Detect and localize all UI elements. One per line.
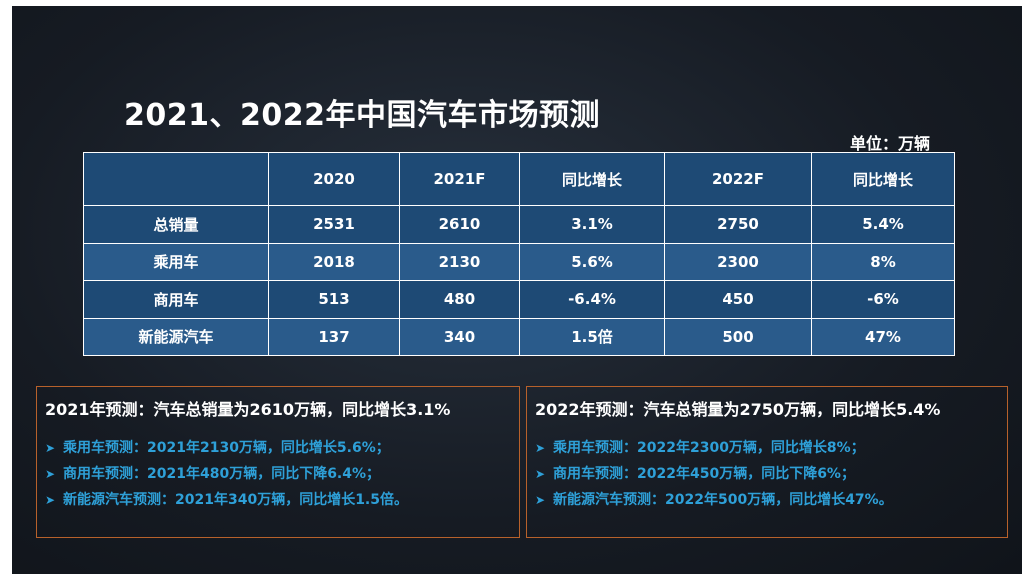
table-row: 新能源汽车 137 340 1.5倍 500 47%	[83, 317, 955, 356]
unit-label: 单位：万辆	[850, 134, 931, 153]
arrow-bullet-icon: ➤	[45, 441, 56, 455]
table-row: 乘用车 2018 2130 5.6% 2300 8%	[83, 242, 955, 281]
table-cell: 2300	[664, 242, 812, 281]
list-item: ➤ 乘用车预测：2022年2300万辆，同比增长8%；	[535, 435, 893, 461]
table-cell: 2750	[664, 205, 812, 244]
table-cell: -6.4%	[519, 280, 665, 319]
slide: 2021、2022年中国汽车市场预测 单位：万辆 2020 2021F 同比增长…	[12, 6, 1022, 574]
forecast-2021-list: ➤ 乘用车预测：2021年2130万辆，同比增长5.6%； ➤ 商用车预测：2021…	[45, 435, 408, 513]
table-header-cell: 2020	[268, 152, 400, 206]
table-cell: 47%	[811, 317, 955, 356]
table-cell: 总销量	[83, 205, 269, 244]
table-header-cell: 同比增长	[811, 152, 955, 206]
table-header-cell: 2022F	[664, 152, 812, 206]
list-item-text: 商用车预测：2021年480万辆，同比下降6.4%；	[63, 466, 381, 482]
table-cell: 340	[399, 317, 520, 356]
list-item: ➤ 商用车预测：2021年480万辆，同比下降6.4%；	[45, 461, 408, 487]
table-header-cell: 同比增长	[519, 152, 665, 206]
forecast-2022-list: ➤ 乘用车预测：2022年2300万辆，同比增长8%； ➤ 商用车预测：2022年4…	[535, 435, 893, 513]
list-item-text: 商用车预测：2022年450万辆，同比下降6%；	[553, 466, 855, 482]
list-item-text: 乘用车预测：2021年2130万辆，同比增长5.6%；	[63, 440, 390, 456]
table-cell: 3.1%	[519, 205, 665, 244]
arrow-bullet-icon: ➤	[45, 467, 56, 481]
table-cell: 500	[664, 317, 812, 356]
forecast-2021-box: 2021年预测：汽车总销量为2610万辆，同比增长3.1% ➤ 乘用车预测：202…	[36, 386, 520, 538]
table-cell: 2531	[268, 205, 400, 244]
table-cell: 商用车	[83, 280, 269, 319]
arrow-bullet-icon: ➤	[535, 493, 546, 507]
list-item: ➤ 新能源汽车预测：2022年500万辆，同比增长47%。	[535, 487, 893, 513]
table-cell: 2610	[399, 205, 520, 244]
table-header-cell: 2021F	[399, 152, 520, 206]
table-cell: 450	[664, 280, 812, 319]
table-cell: 2018	[268, 242, 400, 281]
table-header-cell	[83, 152, 269, 206]
forecast-2022-box: 2022年预测：汽车总销量为2750万辆，同比增长5.4% ➤ 乘用车预测：202…	[526, 386, 1008, 538]
table-cell: 2130	[399, 242, 520, 281]
list-item-text: 新能源汽车预测：2022年500万辆，同比增长47%。	[553, 492, 893, 508]
slide-title: 2021、2022年中国汽车市场预测	[124, 98, 600, 133]
table-cell: 8%	[811, 242, 955, 281]
table-cell: 480	[399, 280, 520, 319]
forecast-2022-heading: 2022年预测：汽车总销量为2750万辆，同比增长5.4%	[535, 400, 941, 419]
table-cell: 乘用车	[83, 242, 269, 281]
forecast-table: 2020 2021F 同比增长 2022F 同比增长 总销量 2531 2610…	[83, 152, 955, 356]
list-item-text: 乘用车预测：2022年2300万辆，同比增长8%；	[553, 440, 865, 456]
table-cell: -6%	[811, 280, 955, 319]
list-item-text: 新能源汽车预测：2021年340万辆，同比增长1.5倍。	[63, 492, 408, 508]
forecast-2021-heading: 2021年预测：汽车总销量为2610万辆，同比增长3.1%	[45, 400, 451, 419]
list-item: ➤ 新能源汽车预测：2021年340万辆，同比增长1.5倍。	[45, 487, 408, 513]
arrow-bullet-icon: ➤	[45, 493, 56, 507]
table-cell: 1.5倍	[519, 317, 665, 356]
table-header-row: 2020 2021F 同比增长 2022F 同比增长	[83, 152, 955, 206]
list-item: ➤ 乘用车预测：2021年2130万辆，同比增长5.6%；	[45, 435, 408, 461]
table-cell: 137	[268, 317, 400, 356]
arrow-bullet-icon: ➤	[535, 467, 546, 481]
table-row: 总销量 2531 2610 3.1% 2750 5.4%	[83, 205, 955, 244]
table-cell: 5.4%	[811, 205, 955, 244]
table-row: 商用车 513 480 -6.4% 450 -6%	[83, 280, 955, 319]
table-cell: 5.6%	[519, 242, 665, 281]
table-cell: 新能源汽车	[83, 317, 269, 356]
list-item: ➤ 商用车预测：2022年450万辆，同比下降6%；	[535, 461, 893, 487]
arrow-bullet-icon: ➤	[535, 441, 546, 455]
table-cell: 513	[268, 280, 400, 319]
